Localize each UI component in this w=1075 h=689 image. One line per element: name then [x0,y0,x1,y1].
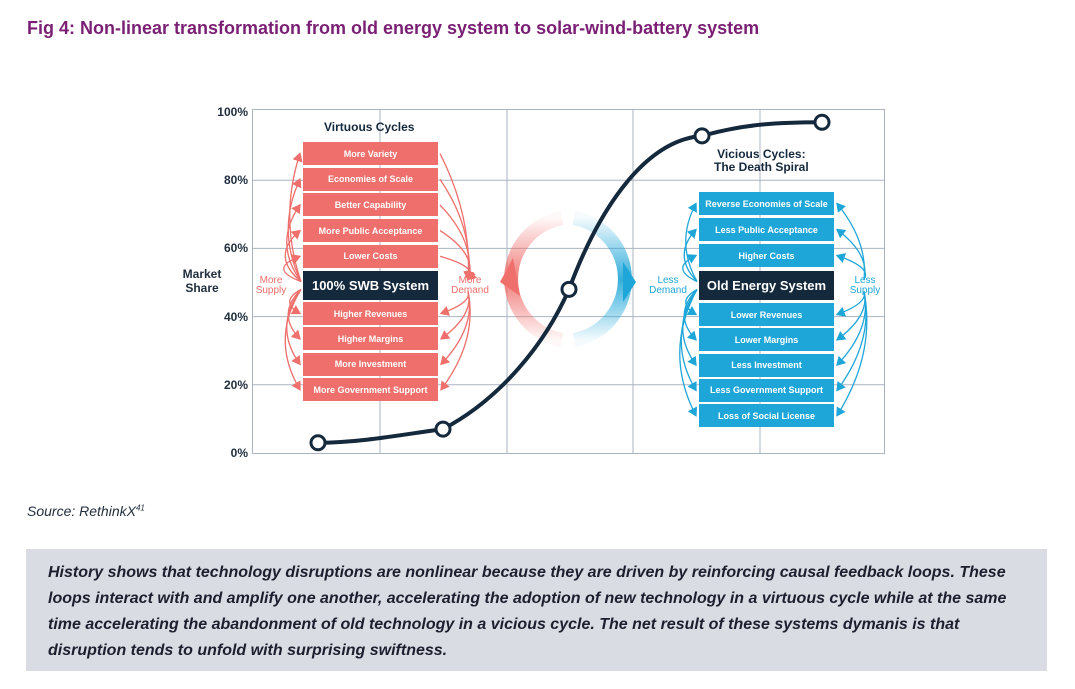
curve-data-point [813,113,831,131]
curve-data-point [560,280,578,298]
vicious-item: Higher Costs [699,244,834,267]
vicious-ring-arc [572,211,632,347]
plot-area [252,109,885,454]
feedback-loop-arrow [439,291,470,340]
y-tick-label: 80% [223,173,248,188]
vicious-item: Lower Revenues [699,303,834,326]
feedback-loop-arrow [683,228,698,282]
feedback-loop-arrow [284,229,302,283]
virtuous-cycles-heading: Virtuous Cycles [324,120,415,134]
virtuous-item: More Public Acceptance [303,219,438,243]
more-demand-label: More Demand [451,275,489,296]
feedback-loop-arrow [682,289,698,367]
feedback-loop-arrow [835,228,866,280]
feedback-loop-arrow [440,291,471,391]
feedback-loop-arrow [284,289,302,391]
feedback-loop-arrow [286,289,302,366]
virtuous-item: More Government Support [303,378,438,402]
feedback-loop-arrow [685,202,698,282]
feedback-loop-arrow [835,291,866,341]
more-supply-label: More Supply [255,275,287,296]
vicious-item: Reverse Economies of Scale [699,192,834,215]
y-tick-label: 20% [223,377,248,392]
feedback-loop-arrow [835,253,866,280]
figure-title: Fig 4: Non-linear transformation from ol… [27,18,760,38]
feedback-loop-arrow [287,289,302,340]
source-note: Source: RethinkX41 [27,503,145,519]
feedback-loop-arrow [836,291,867,392]
virtuous-item: Economies of Scale [303,167,438,191]
curve-data-point [309,434,327,452]
vicious-center-box: Old Energy System [699,271,834,300]
virtuous-item: More Variety [303,142,438,165]
virtuous-item: More Investment [303,352,438,376]
virtuous-item: Lower Costs [303,244,438,268]
virtuous-item: Better Capability [303,193,438,217]
virtuous-center-box: 100% SWB System [303,271,438,300]
y-tick-label: 0% [230,446,248,460]
virtuous-item: Higher Margins [303,327,438,351]
summary-callout: History shows that technology disruption… [26,549,1047,671]
feedback-loop-arrow [685,288,698,316]
vicious-cycles-heading: Vicious Cycles: The Death Spiral [714,147,809,174]
y-tick-label: 60% [223,241,248,256]
feedback-loop-arrow [682,254,698,283]
curve-data-point [434,420,452,438]
feedback-loop-arrow [440,291,471,366]
feedback-loop-arrow [679,289,698,417]
y-tick-label: 40% [223,309,248,324]
feedback-loop-arrow [439,178,475,281]
feedback-loop-arrow [289,152,303,282]
feedback-loop-arrow [439,255,478,281]
vicious-item: Loss of Social License [699,404,834,428]
less-demand-label: Less Demand [649,275,687,296]
vicious-ring-arrowhead [623,262,636,302]
vicious-item: Less Public Acceptance [699,218,834,241]
y-axis-label: Market Share [182,267,222,295]
curve-data-point [693,127,711,145]
vicious-item: Less Investment [699,353,834,377]
virtuous-item: Higher Revenues [303,302,438,325]
feedback-loop-arrow [283,254,302,283]
feedback-loop-arrow [836,291,868,417]
less-supply-label: Less Supply [849,275,881,296]
feedback-loop-arrow [286,203,302,282]
feedback-loop-arrow [289,288,302,315]
vicious-item: Less Government Support [699,378,834,402]
vicious-item: Lower Margins [699,328,834,352]
y-tick-label: 100% [217,105,248,119]
virtuous-ring-arrowhead [500,258,520,296]
